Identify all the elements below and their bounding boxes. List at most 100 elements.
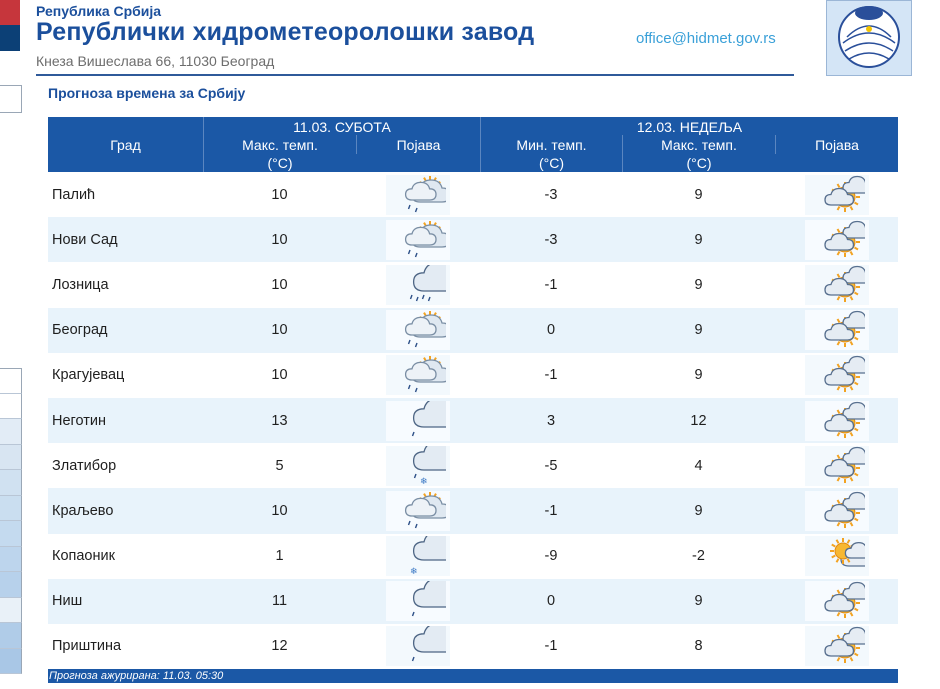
table-header-columns: Град Макс. темп. (°C) Појава Мин. темп. (°… (48, 135, 898, 172)
page-subtitle: Прогноза времена за Србију (48, 85, 246, 101)
svg-text:❄: ❄ (410, 567, 418, 576)
cell-min-temp-day2: -1 (544, 367, 558, 384)
rhmz-logo[interactable] (826, 0, 912, 76)
cell-city: Палић (52, 186, 96, 203)
cell-phenomenon-day2 (775, 536, 898, 577)
cell-max-temp-day1: 10 (271, 322, 288, 339)
cell-min-temp-day2: 0 (546, 322, 556, 339)
cell-phenomenon-day1 (356, 174, 480, 215)
sidebar-item[interactable] (0, 623, 22, 649)
sidebar-item[interactable] (0, 572, 22, 598)
day1-header: 11.03. СУБОТА (203, 117, 480, 135)
cell-min-temp-day2: -3 (544, 186, 558, 203)
sun-cloud-icon (804, 490, 869, 531)
sun-cloud-icon (804, 174, 869, 215)
cloud-sun-icon (804, 536, 869, 577)
cell-max-temp-day2: 9 (694, 502, 703, 519)
table-row: Нови Сад 10 -3 9 (48, 217, 898, 263)
sun-cloud-icon (804, 219, 869, 260)
cell-city: Неготин (52, 412, 106, 429)
sidebar-item[interactable] (0, 495, 22, 521)
svg-text:❄: ❄ (420, 477, 428, 486)
cell-min-temp-day2: -3 (544, 231, 558, 248)
contact-email-link[interactable]: office@hidmet.gov.rs (636, 30, 776, 47)
sidebar-item[interactable] (0, 470, 22, 496)
col-city: Град (110, 137, 141, 153)
cell-phenomenon-day2 (775, 626, 898, 667)
forecast-updated-bar: Прогноза ажурирана: 11.03. 05:30 (48, 669, 898, 683)
cell-phenomenon-day2 (775, 310, 898, 351)
cell-max-temp-day2: 8 (694, 638, 703, 655)
table-row: Крагујевац 10 -1 9 (48, 353, 898, 398)
cell-max-temp-day2: 9 (694, 322, 703, 339)
cell-max-temp-day1: 10 (271, 231, 288, 248)
cell-phenomenon-day1 (356, 310, 480, 351)
sidebar-item[interactable] (0, 521, 22, 547)
cell-city: Београд (52, 322, 108, 339)
cell-max-temp-day1: 10 (271, 367, 288, 384)
sidebar-toggle-button[interactable] (0, 85, 22, 113)
cloud-snow-icon: ❄ (386, 536, 450, 577)
cell-phenomenon-day1 (356, 581, 480, 622)
table-body: Палић 10 -3 9 Нови Сад 10 -3 9 Лозница 10 -1 9 Беогр… (48, 172, 898, 669)
cell-max-temp-day2: 9 (694, 593, 703, 610)
sidebar-item[interactable] (0, 444, 22, 470)
cell-min-temp-day2: -1 (544, 502, 558, 519)
sun-cloud-icon (804, 400, 869, 441)
partly-cloudy-light-rain-icon (386, 219, 450, 260)
sidebar-item[interactable] (0, 393, 22, 419)
cell-phenomenon-day1 (356, 355, 480, 396)
cell-max-temp-day2: 4 (694, 457, 703, 474)
cell-max-temp-day2: 9 (694, 186, 703, 203)
col-max1: Макс. темп. (°C) (203, 135, 356, 172)
cell-max-temp-day1: 5 (275, 457, 284, 474)
cell-phenomenon-day1 (356, 626, 480, 667)
cell-phenomenon-day2 (775, 264, 898, 305)
cell-max-temp-day2: 12 (690, 412, 707, 429)
cell-min-temp-day2: 0 (546, 593, 556, 610)
table-row: Приштина 12 -1 8 (48, 624, 898, 669)
country-name: Република Србија (36, 3, 162, 19)
table-header-days: 11.03. СУБОТА 12.03. НЕДЕЉА (48, 117, 898, 135)
table-row: Копаоник 1 ❄ -9 -2 (48, 534, 898, 579)
sidebar-item[interactable] (0, 546, 22, 572)
sidebar-item[interactable] (0, 419, 22, 445)
sidebar-item[interactable] (0, 597, 22, 623)
serbian-flag (0, 0, 20, 76)
forecast-table: 11.03. СУБОТА 12.03. НЕДЕЉА Град Макс. т… (48, 117, 898, 669)
cell-phenomenon-day2 (775, 445, 898, 486)
cell-phenomenon-day1 (356, 264, 480, 305)
cell-min-temp-day2: -1 (544, 638, 558, 655)
forecast-updated-text: Прогноза ажурирана: 11.03. 05:30 (49, 670, 224, 682)
cell-max-temp-day2: -2 (692, 548, 705, 565)
cell-city: Златибор (52, 457, 117, 474)
cell-max-temp-day1: 10 (271, 186, 288, 203)
partly-cloudy-light-rain-icon (386, 310, 450, 351)
sidebar-menu (0, 368, 22, 689)
cell-min-temp-day2: -1 (544, 276, 558, 293)
sun-cloud-icon (804, 355, 869, 396)
cloud-light-rain-icon (386, 581, 450, 622)
table-row: Неготин 13 3 12 (48, 397, 898, 444)
cloud-rain-icon (386, 264, 450, 305)
cloud-rain-snow-icon: ❄ (386, 445, 450, 486)
cell-phenomenon-day2 (775, 355, 898, 396)
col-max2: Макс. темп. (°C) (622, 135, 775, 172)
col-phen2: Појава (775, 135, 898, 154)
sidebar-item[interactable] (0, 368, 22, 394)
sun-cloud-icon (804, 310, 869, 351)
cell-max-temp-day1: 10 (271, 502, 288, 519)
sidebar-item[interactable] (0, 648, 22, 674)
cell-city: Лозница (52, 276, 109, 293)
cell-max-temp-day1: 1 (275, 548, 284, 565)
cloud-light-rain-icon (386, 626, 450, 667)
sun-cloud-icon (804, 445, 869, 486)
institute-title: Републички хидрометеоролошки завод (36, 18, 535, 46)
cell-phenomenon-day1 (356, 490, 480, 531)
table-row: Златибор 5 ❄ -5 4 (48, 443, 898, 488)
table-row: Краљево 10 -1 9 (48, 488, 898, 534)
cell-phenomenon-day2 (775, 219, 898, 260)
cell-phenomenon-day1 (356, 219, 480, 260)
cell-max-temp-day2: 9 (694, 231, 703, 248)
col-phen1: Појава (356, 135, 480, 154)
